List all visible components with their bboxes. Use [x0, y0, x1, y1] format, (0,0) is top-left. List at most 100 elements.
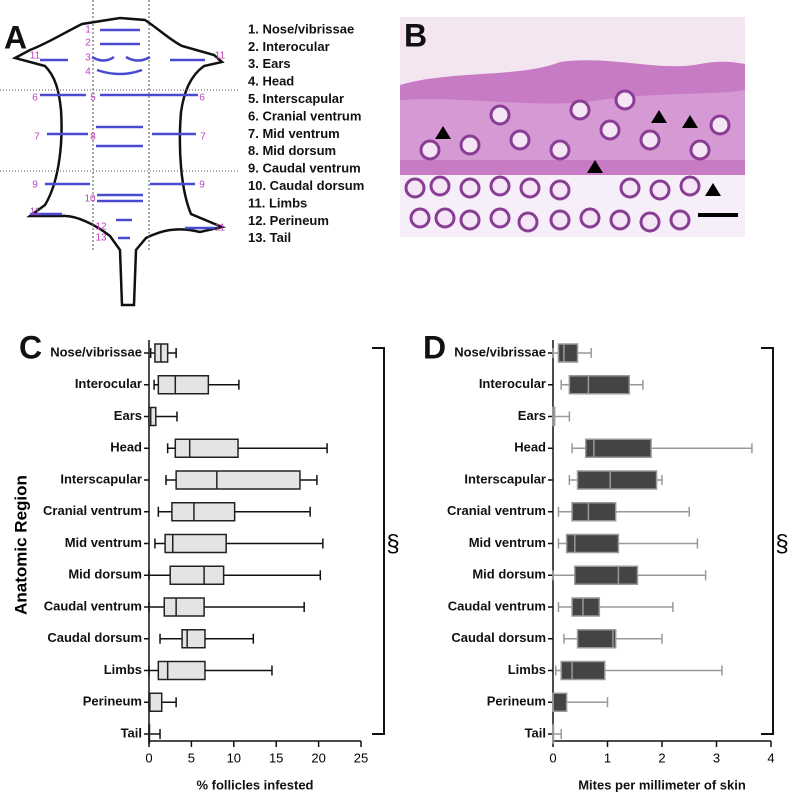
bracket	[372, 347, 385, 735]
follicle	[429, 175, 451, 197]
follicle	[419, 139, 441, 161]
x-tick-label: 0	[145, 750, 152, 765]
follicle	[549, 139, 571, 161]
y-tick-label: Tail	[525, 725, 546, 740]
follicle	[489, 175, 511, 197]
region-number: 11	[30, 207, 41, 218]
follicle	[709, 114, 731, 136]
x-tick-label: 2	[658, 750, 665, 765]
y-tick-label: Limbs	[104, 662, 142, 677]
y-tick-label: Cranial ventrum	[447, 503, 546, 518]
region-number: 3	[85, 53, 91, 64]
region-number: 2	[85, 38, 91, 49]
legend-item: 4. Head	[248, 74, 294, 89]
y-tick-label: Perineum	[487, 694, 546, 709]
panel-label: A	[4, 19, 27, 55]
region-number: 6	[32, 93, 38, 104]
legend-item: 5. Interscapular	[248, 91, 344, 106]
legend-item: 10. Caudal dorsum	[248, 178, 364, 193]
box	[571, 597, 601, 617]
follicle	[609, 209, 631, 231]
box	[169, 565, 225, 585]
y-tick-label: Head	[514, 440, 546, 455]
legend-item: 11. Limbs	[248, 195, 307, 210]
y-tick-label: Caudal dorsum	[451, 630, 546, 645]
significance-mark: §	[386, 530, 399, 557]
x-tick-label: 15	[269, 750, 283, 765]
follicle	[579, 207, 601, 229]
y-tick-label: Nose/vibrissae	[50, 344, 142, 359]
x-tick-label: 5	[188, 750, 195, 765]
follicle	[614, 89, 636, 111]
pelt-diagram	[0, 0, 240, 307]
follicle	[679, 175, 701, 197]
box	[171, 502, 236, 522]
region-number: 13	[95, 233, 107, 244]
box	[148, 406, 157, 427]
follicle	[519, 177, 541, 199]
y-tick-label: Mid dorsum	[472, 567, 546, 582]
legend-item: 3. Ears	[248, 56, 291, 71]
follicle	[509, 129, 531, 151]
y-tick-label: Head	[110, 440, 142, 455]
box	[574, 565, 639, 585]
y-tick-label: Limbs	[508, 662, 546, 677]
box	[571, 502, 617, 522]
follicle	[459, 177, 481, 199]
y-axis-label: Anatomic Region	[11, 475, 30, 615]
box	[163, 597, 205, 617]
follicle	[569, 99, 591, 121]
follicle	[489, 104, 511, 126]
panel-label: C	[19, 329, 42, 365]
follicle	[517, 211, 539, 233]
box	[552, 692, 568, 712]
histology-image	[400, 17, 745, 238]
box	[174, 438, 239, 458]
follicle	[619, 177, 641, 199]
box	[157, 660, 206, 681]
follicle	[409, 207, 431, 229]
box	[560, 660, 606, 681]
panel-label: B	[404, 17, 427, 53]
box	[584, 438, 652, 458]
significance-mark: §	[775, 530, 788, 557]
follicle	[639, 129, 661, 151]
legend-item: 8. Mid dorsum	[248, 143, 336, 158]
follicle	[669, 209, 691, 231]
box	[175, 470, 301, 490]
box	[557, 343, 579, 363]
follicle	[689, 139, 711, 161]
region-number: 6	[199, 93, 205, 104]
x-tick-label: 10	[227, 750, 241, 765]
y-tick-label: Mid dorsum	[68, 567, 142, 582]
box	[181, 629, 206, 649]
bracket	[761, 347, 774, 735]
box	[576, 470, 658, 490]
follicle	[434, 207, 456, 229]
box	[164, 533, 227, 554]
box	[576, 629, 617, 649]
follicle	[489, 207, 511, 229]
box	[568, 375, 631, 395]
legend-item: 2. Interocular	[248, 39, 330, 54]
x-tick-label: 0	[549, 750, 556, 765]
region-number: 11	[30, 51, 41, 62]
follicle	[549, 179, 571, 201]
box	[157, 375, 210, 395]
legend-item: 7. Mid ventrum	[248, 126, 340, 141]
region-number: 8	[90, 132, 96, 143]
follicle	[549, 209, 571, 231]
follicle	[459, 209, 481, 231]
legend-item: 13. Tail	[248, 230, 291, 245]
y-tick-label: Perineum	[83, 694, 142, 709]
region-number: 12	[95, 222, 107, 233]
y-tick-label: Tail	[121, 725, 142, 740]
follicle	[649, 179, 671, 201]
y-tick-label: Ears	[518, 408, 546, 423]
follicle	[459, 134, 481, 156]
y-tick-label: Interscapular	[60, 471, 142, 486]
y-tick-label: Cranial ventrum	[43, 503, 142, 518]
follicle	[599, 119, 621, 141]
x-tick-label: 4	[767, 750, 774, 765]
x-tick-label: 20	[311, 750, 325, 765]
